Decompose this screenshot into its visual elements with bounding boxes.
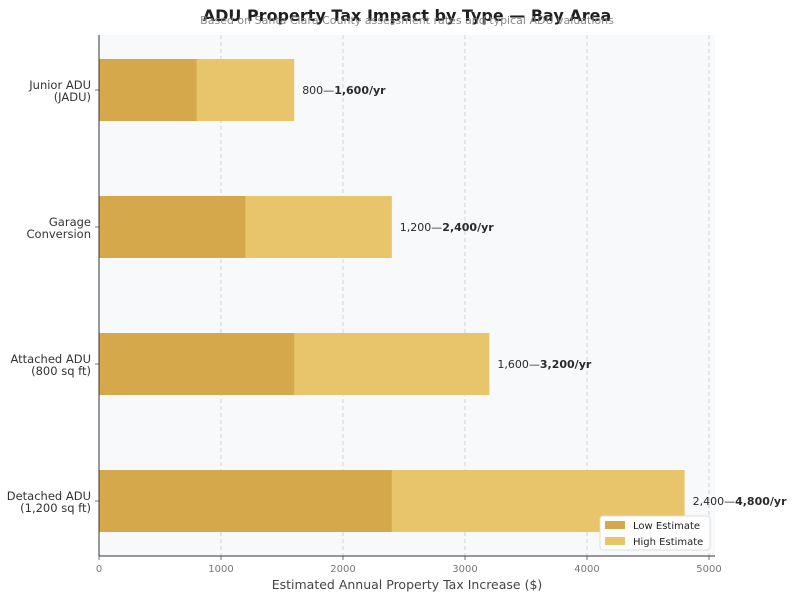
x-tick-label: 0 [96, 564, 102, 575]
x-tick-label: 3000 [452, 564, 477, 575]
chart-subtitle: Based on Santa Clara County assessment r… [200, 14, 614, 27]
category-label-line1: Attached ADU [10, 352, 91, 366]
category-label: Garage Conversion [27, 215, 91, 241]
x-tick-label: 2000 [330, 564, 355, 575]
bar-low-estimate [99, 59, 197, 121]
x-axis-label: Estimated Annual Property Tax Increase (… [272, 577, 543, 592]
bar-low-estimate [99, 470, 392, 532]
value-label-high: 1,600/yr [334, 84, 386, 97]
x-tick-label: 5000 [696, 564, 721, 575]
category-label-line2: (1,200 sq ft) [20, 501, 91, 515]
category-label-line1: Detached ADU [7, 489, 91, 503]
legend-swatch-high [605, 537, 625, 545]
grid-lines [220, 35, 710, 556]
legend-label-low: Low Estimate [633, 521, 700, 532]
legend: Low Estimate High Estimate [599, 515, 711, 551]
value-labels: 800—1,600/yr 1,200—2,400/yr 1,600—3,200/yr… [302, 84, 787, 508]
category-label-line1: Garage [49, 215, 91, 229]
bars [99, 59, 685, 532]
x-tick-labels: 0 1000 2000 3000 4000 5000 [96, 556, 722, 575]
category-label: Detached ADU (1,200 sq ft) [7, 489, 91, 515]
bar-low-estimate [99, 196, 246, 258]
category-label-line2: (JADU) [54, 90, 91, 104]
value-label-low: 800— [302, 84, 334, 97]
plot-background [99, 35, 715, 556]
value-label-low: 2,400— [693, 495, 736, 508]
value-label: 1,200—2,400/yr [400, 221, 494, 234]
value-label: 1,600—3,200/yr [497, 358, 591, 371]
x-tick-label: 4000 [574, 564, 599, 575]
bar-low-estimate [99, 333, 295, 395]
value-label-high: 3,200/yr [540, 358, 592, 371]
legend-swatch-low [605, 521, 625, 529]
value-label-low: 1,200— [400, 221, 443, 234]
category-label: Attached ADU (800 sq ft) [10, 352, 91, 378]
value-label-high: 2,400/yr [442, 221, 494, 234]
category-label-line1: Junior ADU [28, 78, 91, 92]
value-label-low: 1,600— [497, 358, 540, 371]
category-label: Junior ADU (JADU) [28, 78, 91, 104]
legend-box [599, 515, 711, 551]
value-label-high: 4,800/yr [735, 495, 787, 508]
legend-label-high: High Estimate [633, 537, 703, 548]
x-tick-label: 1000 [208, 564, 233, 575]
value-label: 2,400—4,800/yr [693, 495, 787, 508]
value-label: 800—1,600/yr [302, 84, 386, 97]
chart-title: ADU Property Tax Impact by Type — Bay Ar… [203, 6, 612, 25]
category-labels: Junior ADU (JADU) Garage Conversion Attached… [7, 78, 99, 515]
category-label-line2: Conversion [27, 227, 91, 241]
category-label-line2: (800 sq ft) [31, 364, 91, 378]
